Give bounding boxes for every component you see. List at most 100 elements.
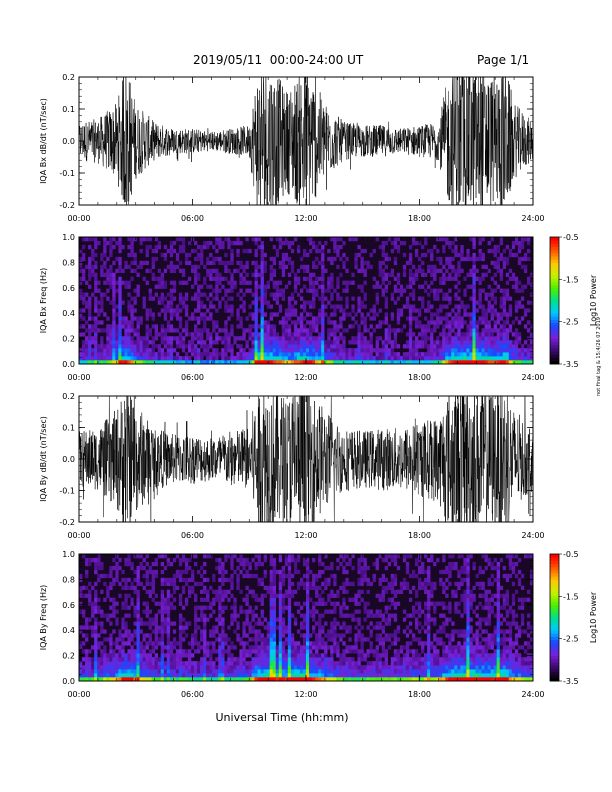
spectrogram-cell — [281, 677, 286, 682]
spectrogram-cell — [402, 268, 407, 274]
spectrogram-cell — [321, 280, 325, 285]
spectrogram-cell — [121, 244, 125, 250]
spectrogram-cell — [487, 268, 491, 274]
spectrogram-cell — [187, 677, 192, 682]
spectrogram-cell — [417, 352, 422, 357]
spectrogram-cell — [460, 252, 464, 258]
spectrogram-cell — [324, 356, 328, 361]
x-tick-label: 18:00 — [408, 214, 431, 223]
spectrogram-cell — [215, 557, 219, 563]
spectrogram-cell — [154, 332, 158, 337]
spectrogram-cell — [245, 356, 249, 361]
spectrogram-cell — [100, 609, 104, 614]
spectrogram-cell — [272, 629, 277, 634]
spectrogram-cell — [436, 348, 440, 353]
spectrogram-cell — [315, 340, 319, 345]
spectrogram-cell — [118, 244, 122, 250]
spectrogram-cell — [79, 308, 83, 313]
spectrogram-cell — [197, 348, 201, 353]
spectrogram-cell — [172, 605, 177, 610]
spectrogram-cell — [445, 340, 449, 345]
spectrogram-cell — [257, 324, 261, 329]
spectrogram-cell — [333, 581, 337, 587]
spectrogram-cell — [133, 332, 137, 337]
spectrogram-cell — [178, 332, 183, 337]
spectrogram-cell — [263, 649, 267, 654]
spectrogram-cell — [169, 673, 174, 678]
spectrogram-cell — [97, 240, 101, 246]
spectrogram-cell — [133, 669, 137, 674]
spectrogram-cell — [85, 264, 89, 270]
spectrogram-cell — [363, 677, 367, 682]
spectrogram-cell — [275, 348, 280, 353]
spectrogram-cell — [242, 332, 246, 337]
spectrogram-cell — [136, 617, 140, 622]
spectrogram-cell — [85, 585, 89, 591]
spectrogram-cell — [517, 288, 522, 293]
spectrogram-cell — [363, 272, 367, 277]
spectrogram-cell — [321, 669, 325, 674]
spectrogram-cell — [457, 344, 461, 349]
spectrogram-cell — [354, 352, 358, 357]
spectrogram-cell — [215, 593, 219, 598]
spectrogram-cell — [148, 244, 152, 250]
colorbar-segment — [550, 338, 559, 343]
spectrogram-cell — [136, 625, 140, 630]
spectrogram-cell — [318, 356, 322, 361]
spectrogram-cell — [88, 276, 92, 281]
spectrogram-cell — [160, 625, 165, 630]
spectrogram-cell — [94, 677, 98, 682]
spectrogram-cell — [436, 268, 440, 274]
spectrogram-cell — [357, 617, 361, 622]
spectrogram-cell — [321, 356, 325, 361]
spectrogram-cell — [172, 577, 177, 583]
spectrogram-cell — [248, 625, 252, 630]
spectrogram-cell — [330, 633, 334, 638]
spectrogram-cell — [281, 609, 286, 614]
spectrogram-cell — [296, 629, 301, 634]
spectrogram-cell — [200, 633, 204, 638]
spectrogram-cell — [88, 617, 92, 622]
spectrogram-cell — [472, 304, 476, 309]
spectrogram-cell — [487, 356, 491, 361]
spectrogram-cell — [91, 661, 95, 666]
spectrogram-cell — [263, 665, 267, 670]
spectrogram-cell — [109, 348, 113, 353]
spectrogram-cell — [133, 360, 137, 365]
spectrogram-cell — [293, 272, 298, 277]
spectrogram-cell — [484, 312, 488, 317]
spectrogram-cell — [112, 276, 116, 281]
spectrogram-cell — [181, 617, 186, 622]
spectrogram-cell — [339, 256, 343, 262]
spectrogram-cell — [375, 296, 379, 301]
spectrogram-cell — [88, 677, 92, 682]
spectrogram-cell — [321, 657, 325, 662]
spectrogram-cell — [130, 352, 134, 357]
spectrogram-cell — [427, 292, 431, 297]
spectrogram-cell — [281, 661, 286, 666]
spectrogram-cell — [302, 561, 307, 567]
y-tick-label: -0.2 — [59, 201, 75, 210]
spectrogram-cell — [336, 557, 340, 563]
spectrogram-cell — [121, 340, 125, 345]
spectrogram-cell — [360, 589, 364, 594]
spectrogram-cell — [269, 677, 274, 682]
spectrogram-cell — [203, 661, 207, 666]
spectrogram-cell — [106, 673, 110, 678]
spectrogram-cell — [348, 673, 352, 678]
spectrogram-cell — [230, 645, 234, 650]
spectrogram-cell — [106, 240, 110, 246]
spectrogram-cell — [345, 348, 349, 353]
spectrogram-cell — [481, 308, 485, 313]
spectrogram-cell — [251, 617, 255, 622]
spectrogram-cell — [411, 344, 416, 349]
spectrogram-cell — [493, 348, 497, 353]
spectrogram-cell — [203, 645, 207, 650]
spectrogram-cell — [348, 356, 352, 361]
spectrogram-cell — [239, 264, 243, 270]
spectrogram-cell — [94, 673, 98, 678]
spectrogram-cell — [166, 645, 171, 650]
spectrogram-cell — [109, 637, 113, 642]
spectrogram-cell — [224, 237, 228, 242]
spectrogram-cell — [203, 348, 207, 353]
